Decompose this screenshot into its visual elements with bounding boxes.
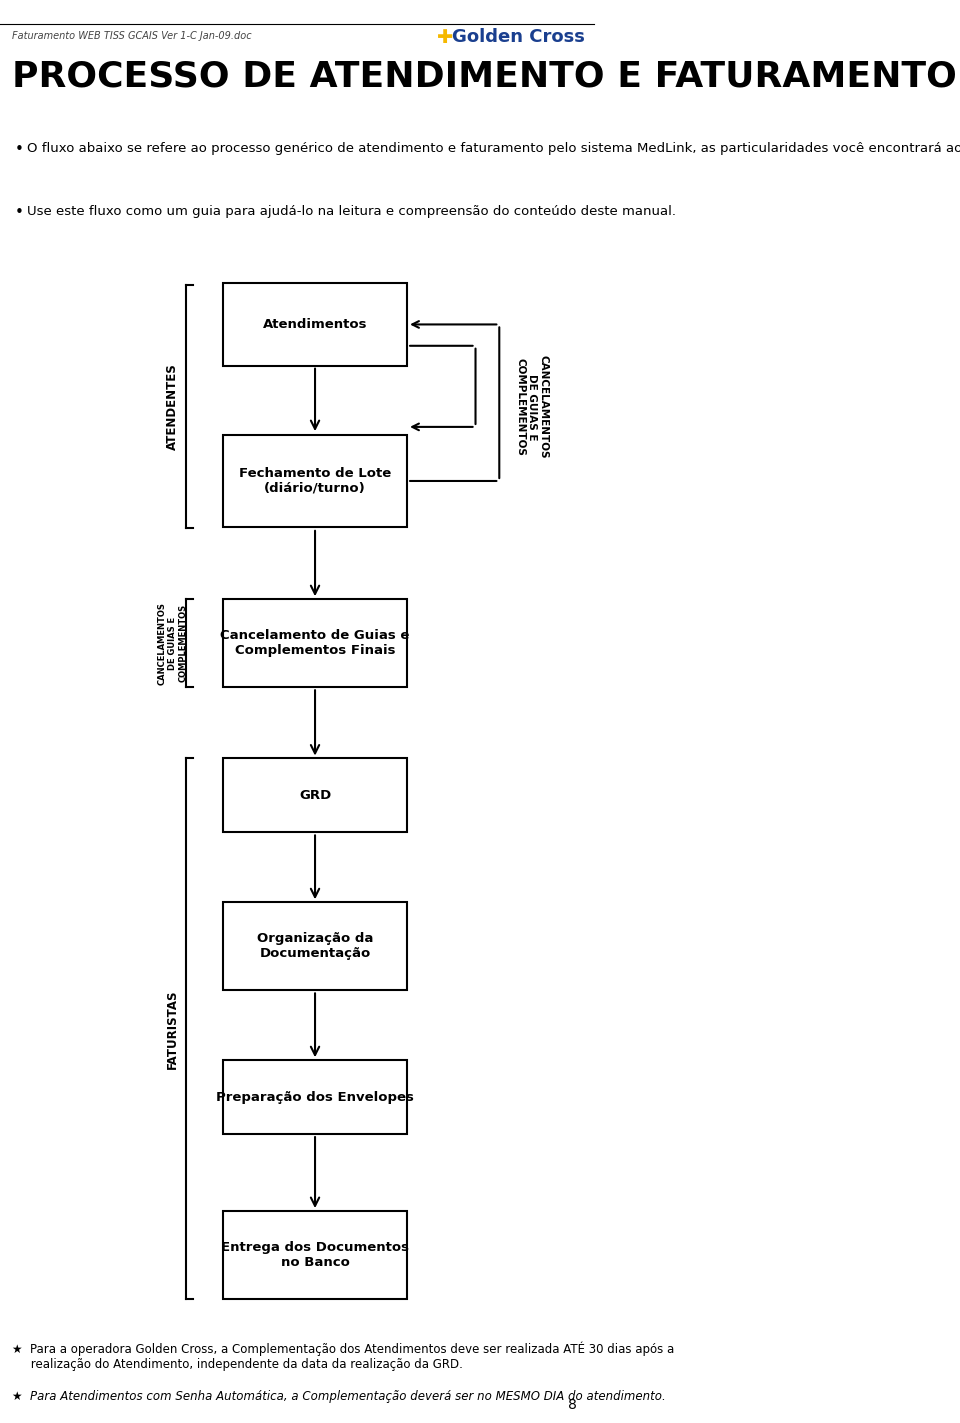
Text: FATURISTAS: FATURISTAS xyxy=(166,989,179,1069)
FancyBboxPatch shape xyxy=(223,283,407,366)
Text: •: • xyxy=(14,142,24,158)
Text: 8: 8 xyxy=(567,1397,577,1412)
FancyBboxPatch shape xyxy=(223,1211,407,1299)
Text: Organização da
Documentação: Organização da Documentação xyxy=(257,932,373,961)
FancyBboxPatch shape xyxy=(223,1060,407,1134)
Text: Golden Cross: Golden Cross xyxy=(452,28,585,47)
Text: ★  Para Atendimentos com Senha Automática, a Complementação deverá ser no MESMO : ★ Para Atendimentos com Senha Automática… xyxy=(12,1390,665,1403)
Text: CANCELAMENTOS
DE GUIAS E
COMPLEMENTOS: CANCELAMENTOS DE GUIAS E COMPLEMENTOS xyxy=(516,356,548,458)
Text: Entrega dos Documentos
no Banco: Entrega dos Documentos no Banco xyxy=(221,1241,409,1269)
Text: Preparação dos Envelopes: Preparação dos Envelopes xyxy=(216,1090,414,1104)
Text: GRD: GRD xyxy=(299,788,331,803)
FancyBboxPatch shape xyxy=(223,758,407,832)
Text: Cancelamento de Guias e
Complementos Finais: Cancelamento de Guias e Complementos Fin… xyxy=(221,629,410,657)
FancyBboxPatch shape xyxy=(223,599,407,687)
Text: Atendimentos: Atendimentos xyxy=(263,317,368,332)
Text: Use este fluxo como um guia para ajudá-lo na leitura e compreensão do conteúdo d: Use este fluxo como um guia para ajudá-l… xyxy=(27,205,676,218)
Text: Faturamento WEB TISS GCAIS Ver 1-C Jan-09.doc: Faturamento WEB TISS GCAIS Ver 1-C Jan-0… xyxy=(12,31,252,41)
Text: •: • xyxy=(14,205,24,221)
Text: CANCELAMENTOS
DE GUIAS E
COMPLEMENTOS: CANCELAMENTOS DE GUIAS E COMPLEMENTOS xyxy=(157,602,187,684)
Text: ★  Para a operadora Golden Cross, a Complementação dos Atendimentos deve ser rea: ★ Para a operadora Golden Cross, a Compl… xyxy=(12,1342,674,1372)
Text: ✚: ✚ xyxy=(437,28,453,47)
Text: O fluxo abaixo se refere ao processo genérico de atendimento e faturamento pelo : O fluxo abaixo se refere ao processo gen… xyxy=(27,142,960,155)
FancyBboxPatch shape xyxy=(223,902,407,990)
Text: ATENDENTES: ATENDENTES xyxy=(166,363,179,450)
FancyBboxPatch shape xyxy=(223,434,407,527)
Text: PROCESSO DE ATENDIMENTO E FATURAMENTO: PROCESSO DE ATENDIMENTO E FATURAMENTO xyxy=(12,60,957,94)
Text: Fechamento de Lote
(diário/turno): Fechamento de Lote (diário/turno) xyxy=(239,467,391,495)
